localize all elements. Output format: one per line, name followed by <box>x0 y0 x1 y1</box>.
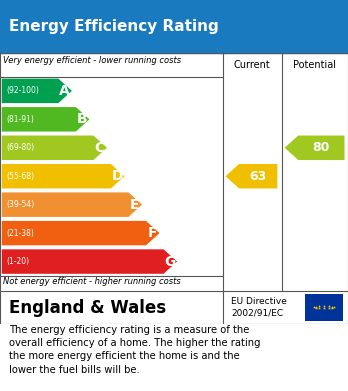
Polygon shape <box>2 107 89 131</box>
Text: F: F <box>148 226 157 240</box>
Text: B: B <box>77 112 87 126</box>
Bar <box>304 294 343 321</box>
Text: 80: 80 <box>313 141 330 154</box>
Text: 2002/91/EC: 2002/91/EC <box>231 309 284 318</box>
Text: EU Directive: EU Directive <box>231 297 287 306</box>
Text: G: G <box>164 255 175 269</box>
Polygon shape <box>285 136 345 160</box>
Polygon shape <box>2 164 125 188</box>
Text: England & Wales: England & Wales <box>9 298 166 317</box>
Polygon shape <box>2 249 177 274</box>
Text: The energy efficiency rating is a measure of the
overall efficiency of a home. T: The energy efficiency rating is a measur… <box>9 325 260 375</box>
Polygon shape <box>2 136 107 160</box>
Text: 63: 63 <box>250 170 267 183</box>
Text: (92-100): (92-100) <box>6 86 39 95</box>
Text: (39-54): (39-54) <box>6 200 34 209</box>
Text: E: E <box>130 198 139 212</box>
Text: Potential: Potential <box>293 60 336 70</box>
Polygon shape <box>2 221 160 245</box>
Text: Current: Current <box>233 60 270 70</box>
Text: D: D <box>111 169 123 183</box>
Polygon shape <box>2 192 142 217</box>
Text: (55-68): (55-68) <box>6 172 34 181</box>
Text: (69-80): (69-80) <box>6 143 34 152</box>
Text: Very energy efficient - lower running costs: Very energy efficient - lower running co… <box>3 56 182 65</box>
Polygon shape <box>2 79 72 103</box>
Polygon shape <box>226 164 277 188</box>
Text: A: A <box>59 84 70 98</box>
Text: (81-91): (81-91) <box>6 115 34 124</box>
Text: (1-20): (1-20) <box>6 257 29 266</box>
Text: Not energy efficient - higher running costs: Not energy efficient - higher running co… <box>3 277 181 286</box>
Text: Energy Efficiency Rating: Energy Efficiency Rating <box>9 19 219 34</box>
Text: C: C <box>94 141 105 155</box>
Text: (21-38): (21-38) <box>6 229 34 238</box>
